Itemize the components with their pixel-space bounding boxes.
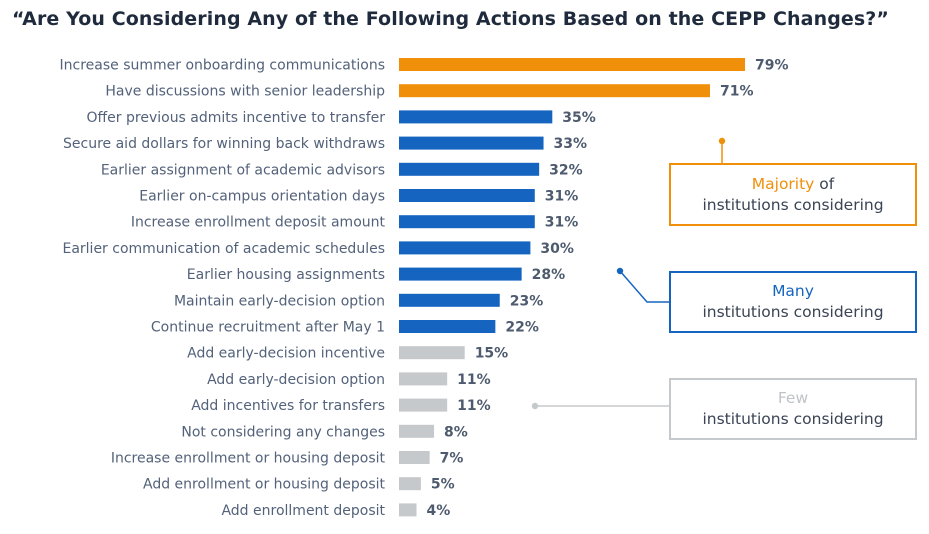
value-label: 71% (720, 84, 754, 100)
bar (399, 215, 535, 229)
category-label: Add incentives for transfers (191, 398, 385, 414)
category-label: Add early-decision incentive (187, 346, 385, 362)
bar (399, 503, 417, 517)
value-label: 11% (457, 398, 491, 414)
category-label: Earlier on-campus orientation days (139, 189, 385, 205)
category-label: Secure aid dollars for winning back with… (63, 136, 385, 152)
bar (399, 189, 535, 202)
connector-many (619, 270, 670, 303)
bar (399, 293, 500, 307)
bar (399, 451, 430, 464)
value-label: 7% (440, 451, 464, 467)
value-label: 4% (427, 503, 451, 519)
callout-many-line2: institutions considering (702, 303, 884, 321)
category-label: Not considering any changes (181, 424, 385, 440)
bar (399, 136, 544, 150)
value-label: 8% (444, 424, 468, 440)
category-label: Increase summer onboarding communication… (60, 58, 386, 74)
category-label: Earlier housing assignments (187, 267, 385, 283)
bar (399, 84, 710, 98)
category-label: Offer previous admits incentive to trans… (87, 110, 386, 126)
category-label: Add enrollment deposit (221, 503, 385, 519)
callout-few-highlight: Few (777, 389, 809, 407)
bars-group: Increase summer onboarding communication… (60, 58, 789, 519)
callout-many-highlight: Many (772, 282, 814, 300)
callout-many: Many institutions considering (669, 271, 917, 333)
value-label: 32% (549, 162, 583, 178)
value-label: 15% (475, 346, 509, 362)
bar (399, 372, 448, 386)
value-label: 33% (554, 136, 588, 152)
category-label: Continue recruitment after May 1 (151, 320, 385, 336)
category-label: Increase enrollment or housing deposit (111, 451, 386, 467)
value-label: 22% (505, 320, 539, 336)
callout-connectors (531, 137, 726, 410)
bar (399, 477, 421, 491)
category-label: Add early-decision option (207, 372, 385, 388)
bar (399, 320, 496, 333)
callout-few-line2: institutions considering (702, 410, 884, 428)
connector-majority-dot (718, 137, 726, 145)
category-label: Earlier communication of academic schedu… (62, 241, 385, 257)
value-label: 11% (457, 372, 491, 388)
value-label: 28% (532, 267, 566, 283)
category-label: Earlier assignment of academic advisors (101, 162, 385, 178)
value-label: 79% (755, 58, 789, 74)
bar (399, 424, 435, 438)
bar (399, 267, 522, 281)
value-label: 30% (540, 241, 574, 257)
callout-majority: Majority of institutions considering (669, 163, 917, 226)
bar (399, 241, 531, 255)
category-label: Increase enrollment deposit amount (131, 215, 386, 231)
value-label: 31% (545, 189, 579, 205)
callout-majority-line2: institutions considering (702, 195, 884, 214)
value-label: 31% (545, 215, 579, 231)
callout-majority-rest: of (814, 174, 835, 193)
bar (399, 58, 746, 71)
bar (399, 346, 465, 360)
category-label: Add enrollment or housing deposit (143, 477, 386, 493)
connector-few-dot (531, 402, 539, 410)
callout-few: Few institutions considering (669, 378, 917, 440)
bar (399, 162, 540, 176)
connector-many-dot (616, 267, 624, 275)
value-label: 23% (510, 293, 544, 309)
category-label: Have discussions with senior leadership (105, 84, 385, 100)
bar (399, 398, 448, 412)
value-label: 5% (431, 477, 455, 493)
category-label: Maintain early-decision option (174, 293, 385, 309)
callout-majority-highlight: Majority (751, 174, 815, 193)
chart-title: “Are You Considering Any of the Followin… (12, 8, 889, 30)
bar (399, 110, 553, 124)
value-label: 35% (562, 110, 596, 126)
